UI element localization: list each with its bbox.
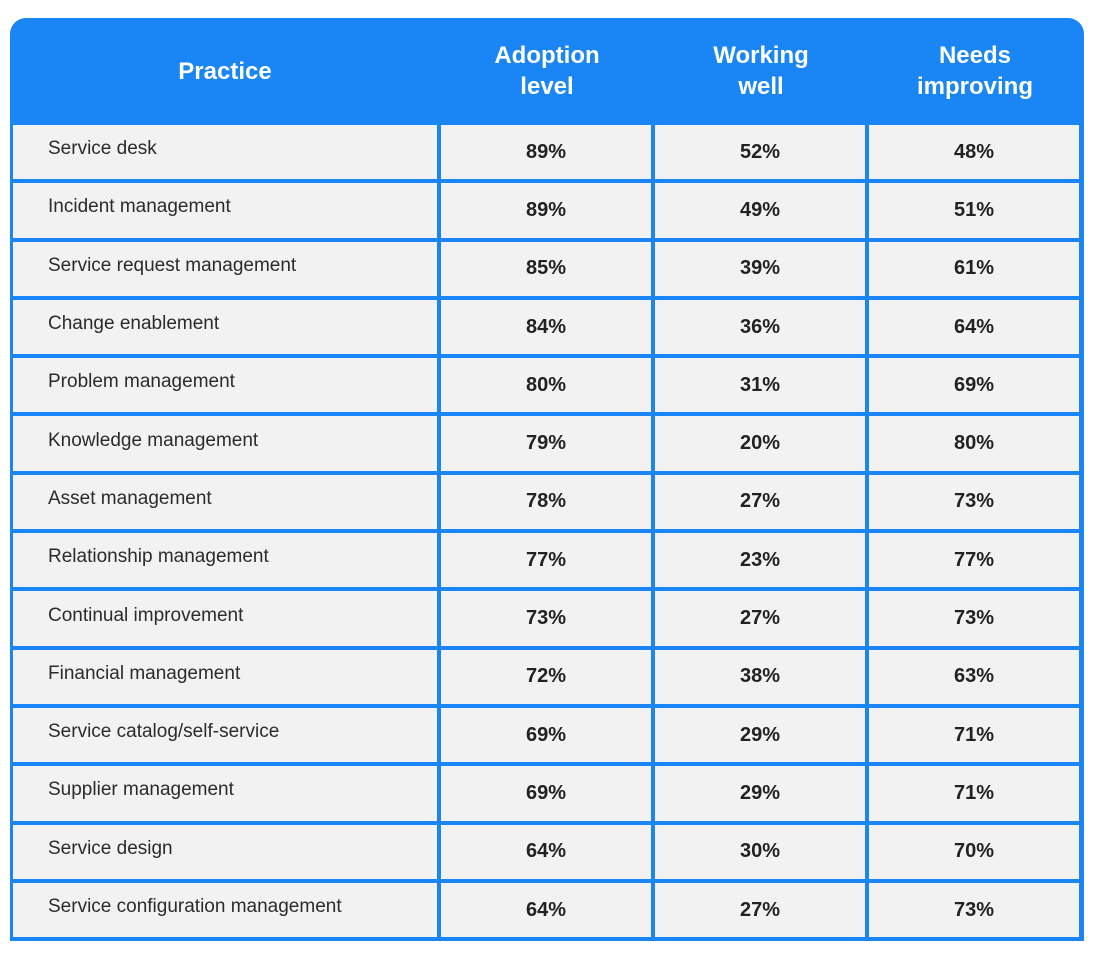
cell-working-well: 23%: [655, 533, 865, 588]
practices-table: Practice Adoption level Working well Nee…: [10, 18, 1084, 941]
cell-adoption-level: 78%: [441, 474, 651, 530]
table-body: Service desk 89% 52% 48% Incident management…: [13, 125, 1081, 938]
cell-working-well: 20%: [655, 416, 865, 471]
cell-working-well: 27%: [655, 474, 865, 530]
cell-needs-improving: 71%: [869, 707, 1079, 763]
header-needs-improving: Needs improving: [868, 18, 1082, 124]
table-row: Service desk 89% 52% 48%: [13, 125, 1081, 180]
cell-needs-improving: 73%: [869, 474, 1079, 530]
cell-practice: Service catalog/self-service: [13, 707, 437, 763]
cell-practice: Service configuration management: [13, 882, 437, 938]
table-row: Continual improvement 73% 27% 73%: [13, 591, 1081, 646]
cell-adoption-level: 69%: [441, 707, 651, 763]
cell-needs-improving: 63%: [869, 649, 1079, 704]
table-row: Incident management 89% 49% 51%: [13, 183, 1081, 238]
cell-adoption-level: 80%: [441, 358, 651, 413]
table-header: Practice Adoption level Working well Nee…: [10, 18, 1084, 124]
table-row: Change enablement 84% 36% 64%: [13, 299, 1081, 355]
cell-adoption-level: 64%: [441, 824, 651, 879]
cell-practice: Service desk: [13, 125, 437, 180]
cell-practice: Service design: [13, 824, 437, 879]
cell-working-well: 38%: [655, 649, 865, 704]
cell-needs-improving: 73%: [869, 882, 1079, 938]
cell-working-well: 27%: [655, 882, 865, 938]
cell-adoption-level: 85%: [441, 241, 651, 296]
cell-practice: Supplier management: [13, 766, 437, 821]
table-row: Problem management 80% 31% 69%: [13, 358, 1081, 413]
table-row: Financial management 72% 38% 63%: [13, 649, 1081, 704]
cell-working-well: 49%: [655, 183, 865, 238]
cell-adoption-level: 64%: [441, 882, 651, 938]
cell-practice: Problem management: [13, 358, 437, 413]
table-row: Service design 64% 30% 70%: [13, 824, 1081, 879]
cell-working-well: 27%: [655, 591, 865, 646]
header-working-line-2: well: [738, 73, 784, 100]
cell-adoption-level: 89%: [441, 125, 651, 180]
cell-needs-improving: 69%: [869, 358, 1079, 413]
header-adoption-line-2: level: [520, 73, 574, 100]
header-working-well: Working well: [654, 18, 868, 124]
table-row: Service catalog/self-service 69% 29% 71%: [13, 707, 1081, 763]
cell-practice: Knowledge management: [13, 416, 437, 471]
table-row: Supplier management 69% 29% 71%: [13, 766, 1081, 821]
cell-needs-improving: 80%: [869, 416, 1079, 471]
table-row: Service configuration management 64% 27% 73…: [13, 882, 1081, 938]
cell-adoption-level: 84%: [441, 299, 651, 355]
header-needs-line-1: Needs: [938, 42, 1012, 69]
cell-practice: Continual improvement: [13, 591, 437, 646]
cell-practice: Service request management: [13, 241, 437, 296]
cell-working-well: 29%: [655, 766, 865, 821]
cell-practice: Incident management: [13, 183, 437, 238]
cell-practice: Relationship management: [13, 533, 437, 588]
table-row: Knowledge management 79% 20% 80%: [13, 416, 1081, 471]
cell-needs-improving: 64%: [869, 299, 1079, 355]
header-adoption-line-1: Adoption: [494, 42, 600, 69]
header-adoption-level: Adoption level: [440, 18, 654, 124]
cell-adoption-level: 69%: [441, 766, 651, 821]
cell-needs-improving: 77%: [869, 533, 1079, 588]
header-practice-line-1: Practice: [178, 57, 272, 85]
header-practice: Practice: [10, 18, 440, 124]
header-working-line-1: Working: [713, 42, 809, 69]
table-row: Asset management 78% 27% 73%: [13, 474, 1081, 530]
cell-working-well: 39%: [655, 241, 865, 296]
table-row: Service request management 85% 39% 61%: [13, 241, 1081, 296]
cell-adoption-level: 73%: [441, 591, 651, 646]
cell-adoption-level: 72%: [441, 649, 651, 704]
cell-needs-improving: 70%: [869, 824, 1079, 879]
cell-needs-improving: 48%: [869, 125, 1079, 180]
table-row: Relationship management 77% 23% 77%: [13, 533, 1081, 588]
cell-adoption-level: 77%: [441, 533, 651, 588]
cell-needs-improving: 71%: [869, 766, 1079, 821]
cell-needs-improving: 73%: [869, 591, 1079, 646]
cell-working-well: 36%: [655, 299, 865, 355]
cell-practice: Financial management: [13, 649, 437, 704]
cell-practice: Asset management: [13, 474, 437, 530]
cell-adoption-level: 89%: [441, 183, 651, 238]
cell-working-well: 29%: [655, 707, 865, 763]
cell-needs-improving: 51%: [869, 183, 1079, 238]
cell-needs-improving: 61%: [869, 241, 1079, 296]
cell-adoption-level: 79%: [441, 416, 651, 471]
header-needs-line-2: improving: [916, 73, 1033, 100]
cell-working-well: 52%: [655, 125, 865, 180]
cell-working-well: 31%: [655, 358, 865, 413]
cell-practice: Change enablement: [13, 299, 437, 355]
cell-working-well: 30%: [655, 824, 865, 879]
